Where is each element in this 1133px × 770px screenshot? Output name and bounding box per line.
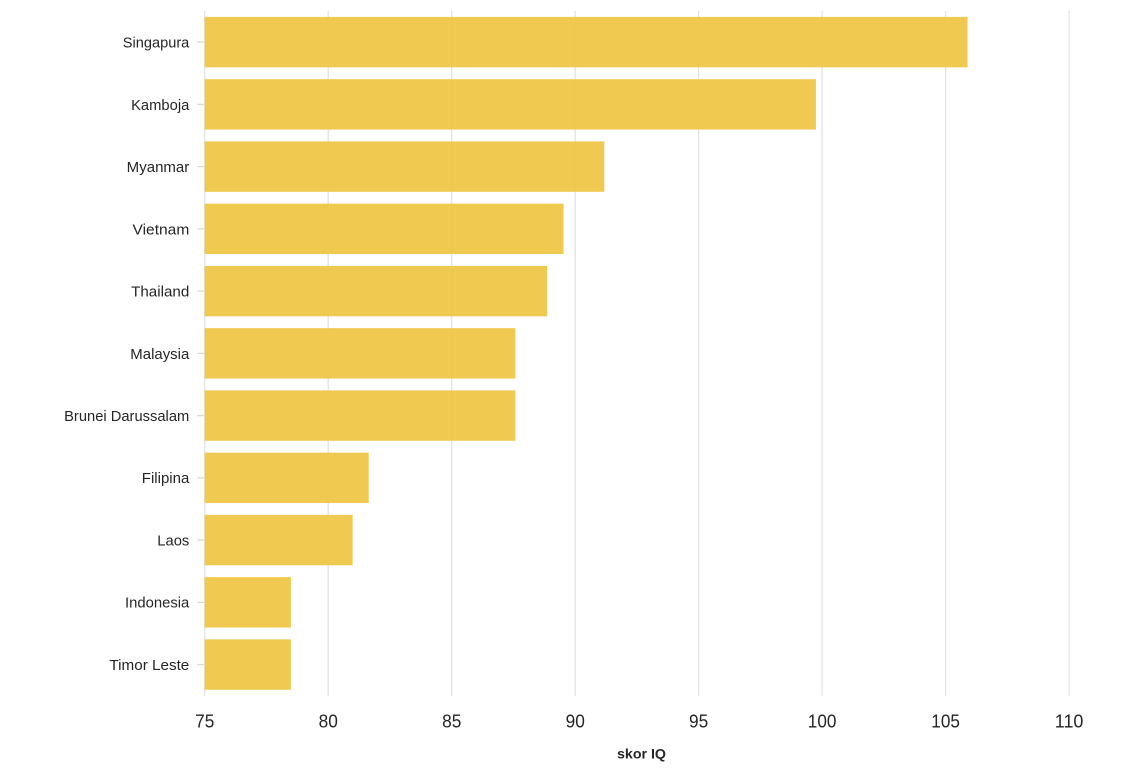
svg-text:90: 90 — [566, 712, 585, 732]
svg-text:100: 100 — [808, 712, 837, 732]
svg-text:skor IQ: skor IQ — [617, 746, 666, 762]
svg-text:Indonesia: Indonesia — [125, 595, 190, 612]
svg-text:Kamboja: Kamboja — [131, 97, 190, 114]
svg-text:75: 75 — [195, 712, 214, 732]
svg-text:Vietnam: Vietnam — [133, 221, 190, 238]
svg-text:Filipina: Filipina — [142, 470, 190, 487]
svg-text:85: 85 — [442, 712, 461, 732]
svg-text:Brunei Darussalam: Brunei Darussalam — [64, 408, 189, 425]
svg-text:Myanmar: Myanmar — [127, 159, 190, 176]
svg-text:95: 95 — [689, 712, 708, 732]
svg-text:Singapura: Singapura — [123, 35, 190, 52]
svg-text:105: 105 — [931, 712, 960, 732]
svg-text:110: 110 — [1055, 712, 1084, 732]
svg-text:80: 80 — [319, 712, 338, 732]
svg-text:Malaysia: Malaysia — [130, 346, 190, 363]
svg-text:Timor Leste: Timor Leste — [109, 657, 189, 674]
svg-text:Laos: Laos — [157, 532, 189, 549]
svg-text:Thailand: Thailand — [131, 284, 189, 301]
